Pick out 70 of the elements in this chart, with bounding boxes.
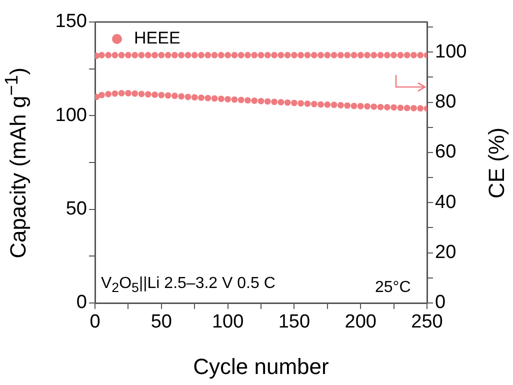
x-tick-label: 150 [278,312,310,333]
point [244,97,251,104]
annotation: 25°C [375,279,411,297]
point [125,90,132,96]
point [417,105,424,112]
point [291,100,298,106]
point [112,90,118,97]
point [350,102,358,110]
point [171,92,178,100]
point [284,99,291,106]
point [258,98,264,104]
y-tick-label: 150 [55,11,87,32]
point [397,104,404,111]
point [384,104,390,110]
point [118,90,125,96]
point [278,98,284,106]
point [224,96,231,102]
y2-tick-label: 40 [435,192,456,213]
point [410,104,417,112]
y-tick-label: 0 [76,292,87,314]
point [198,94,204,101]
point [138,90,145,98]
point [164,92,172,99]
point [344,102,351,109]
point [390,104,397,111]
point [152,91,158,98]
point [318,101,324,108]
point [370,103,378,110]
point [264,98,271,105]
point [357,102,364,110]
point [231,96,238,103]
point [158,92,165,98]
point [184,94,192,100]
x-tick-label: 0 [90,312,100,333]
point [211,95,218,102]
y2-tick-label: 80 [435,92,456,113]
x-axis-title: Cycle number [193,354,329,379]
point [298,100,304,107]
point [98,92,105,98]
point [178,93,185,100]
point [377,104,384,110]
point [330,102,338,108]
y2-tick-label: 100 [435,41,467,62]
point [304,100,311,107]
y2-tick-label: 20 [435,242,456,264]
point [218,96,224,102]
x-tick-label: 200 [344,312,376,333]
point [324,101,331,108]
point [144,91,152,98]
x-tick-label: 250 [411,312,443,333]
y2-tick-label: 60 [435,142,456,163]
point [132,90,138,97]
point [251,97,258,104]
point [204,94,212,102]
point [271,98,278,106]
x-tick-label: 100 [212,312,244,333]
point [238,96,244,104]
y-tick-label: 50 [66,198,87,220]
point [364,103,370,110]
point [337,102,344,108]
y-tick-label: 100 [55,104,87,126]
legend-label: HEEE [134,28,180,48]
point [310,100,318,108]
x-tick-label: 50 [150,312,172,333]
annotation: V$_{2}$O$_{5}$||Li 2.5–3.2 V 0.5 C [101,275,276,296]
point [404,104,410,112]
point [105,90,112,98]
point [191,94,198,101]
y2-tick-label: 0 [435,292,446,314]
y2-axis-title: CE (%) [484,127,510,198]
